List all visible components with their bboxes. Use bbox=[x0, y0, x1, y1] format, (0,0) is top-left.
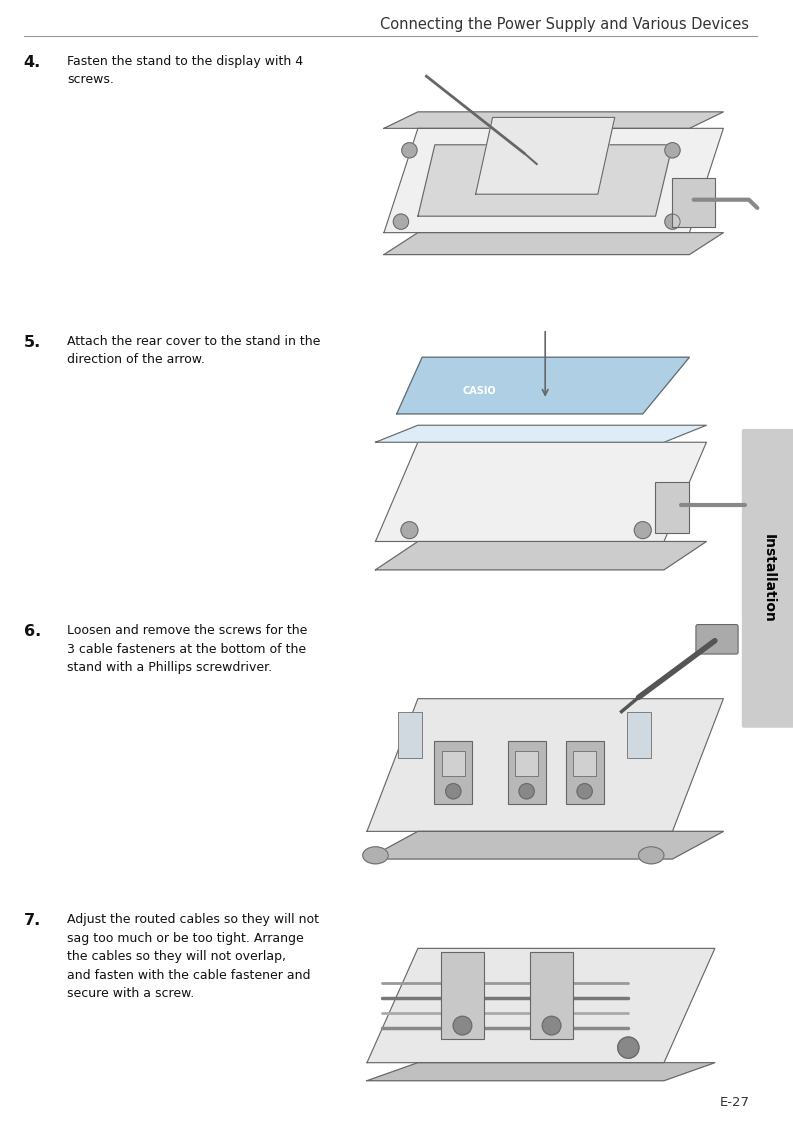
Bar bbox=[397, 712, 422, 758]
Polygon shape bbox=[396, 357, 689, 414]
Bar bbox=[656, 482, 689, 533]
Circle shape bbox=[401, 522, 418, 539]
Circle shape bbox=[634, 522, 651, 539]
Bar bbox=[626, 712, 651, 758]
Text: Attach the rear cover to the stand in the
direction of the arrow.: Attach the rear cover to the stand in th… bbox=[67, 335, 321, 366]
Polygon shape bbox=[384, 232, 723, 255]
Bar bbox=[573, 751, 596, 776]
Circle shape bbox=[665, 143, 680, 158]
Text: CASIO: CASIO bbox=[462, 387, 496, 396]
Polygon shape bbox=[367, 699, 723, 831]
Bar bbox=[531, 951, 573, 1039]
Circle shape bbox=[665, 214, 680, 229]
Text: E-27: E-27 bbox=[719, 1097, 749, 1109]
Circle shape bbox=[453, 1016, 472, 1035]
Bar bbox=[515, 751, 538, 776]
Bar bbox=[672, 178, 715, 227]
Bar bbox=[441, 951, 484, 1039]
Circle shape bbox=[446, 784, 461, 798]
Polygon shape bbox=[476, 118, 615, 194]
Circle shape bbox=[402, 143, 417, 158]
Polygon shape bbox=[418, 145, 672, 217]
Polygon shape bbox=[376, 425, 707, 442]
Polygon shape bbox=[376, 442, 707, 542]
Text: 7.: 7. bbox=[24, 913, 41, 929]
Polygon shape bbox=[367, 948, 715, 1063]
Ellipse shape bbox=[638, 847, 664, 864]
Circle shape bbox=[577, 784, 592, 798]
Bar bbox=[565, 742, 603, 804]
Polygon shape bbox=[376, 542, 707, 570]
Text: Fasten the stand to the display with 4
screws.: Fasten the stand to the display with 4 s… bbox=[67, 54, 304, 86]
Text: Installation: Installation bbox=[761, 534, 776, 623]
Text: 4.: 4. bbox=[24, 54, 41, 70]
Polygon shape bbox=[384, 128, 723, 232]
Text: Adjust the routed cables so they will not
sag too much or be too tight. Arrange
: Adjust the routed cables so they will no… bbox=[67, 913, 320, 1000]
Text: 6.: 6. bbox=[24, 624, 41, 640]
Polygon shape bbox=[384, 112, 723, 128]
Polygon shape bbox=[367, 831, 723, 860]
Bar bbox=[442, 751, 465, 776]
Circle shape bbox=[618, 1036, 639, 1058]
Ellipse shape bbox=[362, 847, 389, 864]
Circle shape bbox=[542, 1016, 561, 1035]
Polygon shape bbox=[367, 1063, 715, 1081]
Circle shape bbox=[519, 784, 534, 798]
Text: Loosen and remove the screws for the
3 cable fasteners at the bottom of the
stan: Loosen and remove the screws for the 3 c… bbox=[67, 624, 308, 674]
Text: Connecting the Power Supply and Various Devices: Connecting the Power Supply and Various … bbox=[381, 17, 749, 32]
Circle shape bbox=[393, 214, 408, 229]
Bar bbox=[508, 742, 546, 804]
FancyBboxPatch shape bbox=[741, 429, 793, 728]
FancyBboxPatch shape bbox=[696, 625, 738, 654]
Bar bbox=[435, 742, 473, 804]
Text: 5.: 5. bbox=[24, 335, 41, 350]
